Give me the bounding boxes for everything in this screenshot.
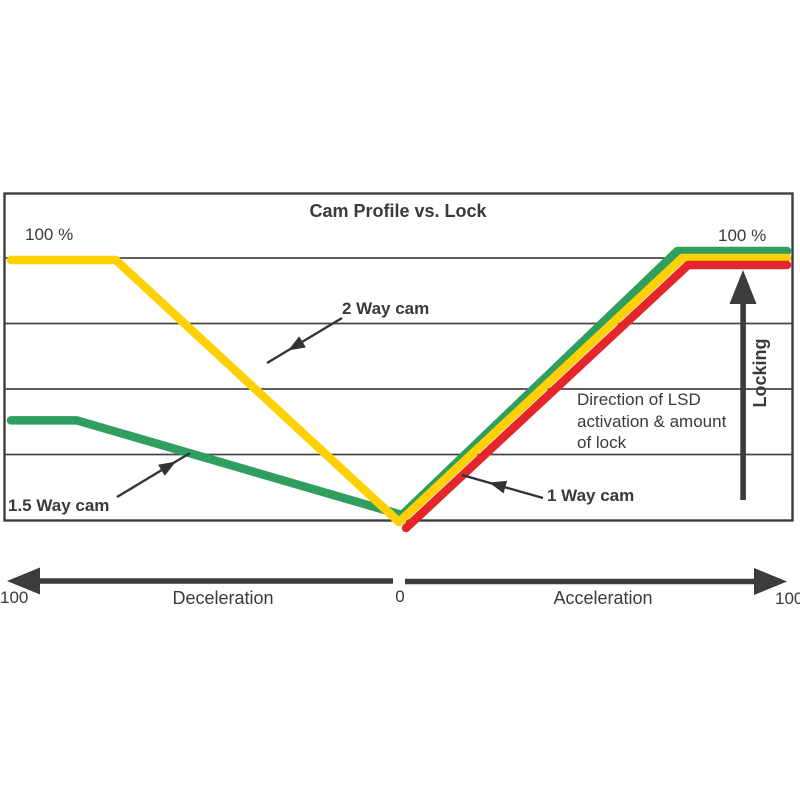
two-way-line: [6, 253, 792, 527]
one-way-cam-label: 1 Way cam: [547, 486, 635, 505]
gridlines: [5, 257, 792, 456]
x-axis-left-end-label: 100: [0, 588, 29, 607]
chart-title: Cam Profile vs. Lock: [309, 201, 487, 221]
cam-lines: [6, 246, 792, 533]
acceleration-label: Acceleration: [553, 588, 653, 608]
one-five-way-arrow: [116, 451, 191, 499]
one-way-arrowhead: [489, 480, 508, 494]
x-axis-zero-label: 0: [395, 587, 405, 606]
locking-arrow-shaft: [740, 298, 746, 500]
x-axis-arrows: [7, 567, 787, 595]
one-five-way-line: [6, 246, 792, 520]
y-max-label-right: 100 %: [718, 226, 767, 245]
locking-arrow: [729, 270, 757, 500]
one-five-way-cam-label: 1.5 Way cam: [8, 496, 110, 515]
accel-arrowhead: [754, 568, 787, 595]
y-max-label-left: 100 %: [25, 225, 74, 244]
direction-note: Direction of LSD activation & amount of …: [577, 390, 727, 452]
two-way-arrowhead: [288, 336, 306, 351]
chart-border: [3, 192, 794, 522]
two-way-cam-label: 2 Way cam: [342, 299, 430, 318]
x-axis-right-end-label: 100: [775, 589, 800, 608]
annotation-arrows: [116, 316, 544, 500]
deceleration-label: Deceleration: [172, 588, 274, 608]
locking-label: Locking: [750, 338, 770, 408]
locking-arrowhead: [729, 270, 757, 304]
decel-arrowhead: [7, 567, 40, 595]
two-way-arrow: [266, 316, 343, 365]
one-five-way-arrowhead: [158, 461, 176, 476]
one-way-line: [401, 260, 792, 533]
